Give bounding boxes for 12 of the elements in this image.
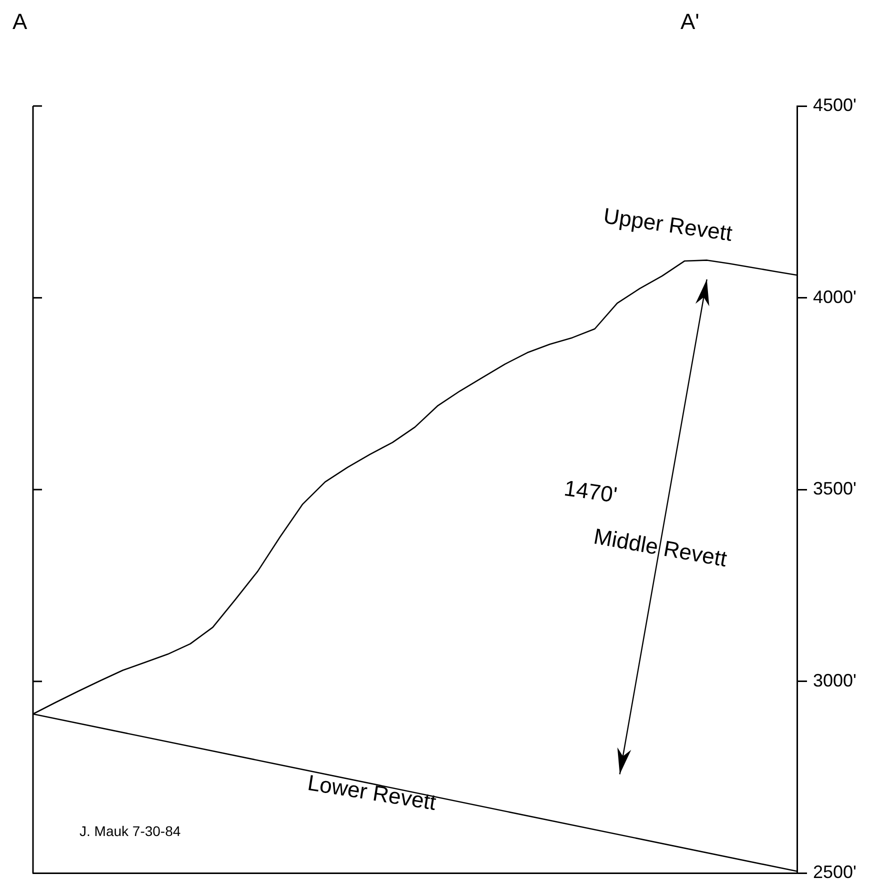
annotation: Upper Revett: [602, 203, 734, 247]
text: A: [12, 9, 28, 35]
annotation: Lower Revett: [306, 770, 438, 816]
y-tick-label: 4000': [813, 286, 856, 307]
y-tick-label: 4500': [813, 94, 856, 115]
y-tick-label: 3000': [813, 670, 856, 690]
y-tick-label: 2500': [813, 862, 856, 882]
text: A': [680, 9, 700, 35]
annotation: 1470': [562, 475, 618, 509]
y-tick-label: 3500': [813, 478, 856, 499]
annotation: J. Mauk 7-30-84: [80, 823, 181, 839]
annotation: Middle Revett: [591, 524, 728, 572]
